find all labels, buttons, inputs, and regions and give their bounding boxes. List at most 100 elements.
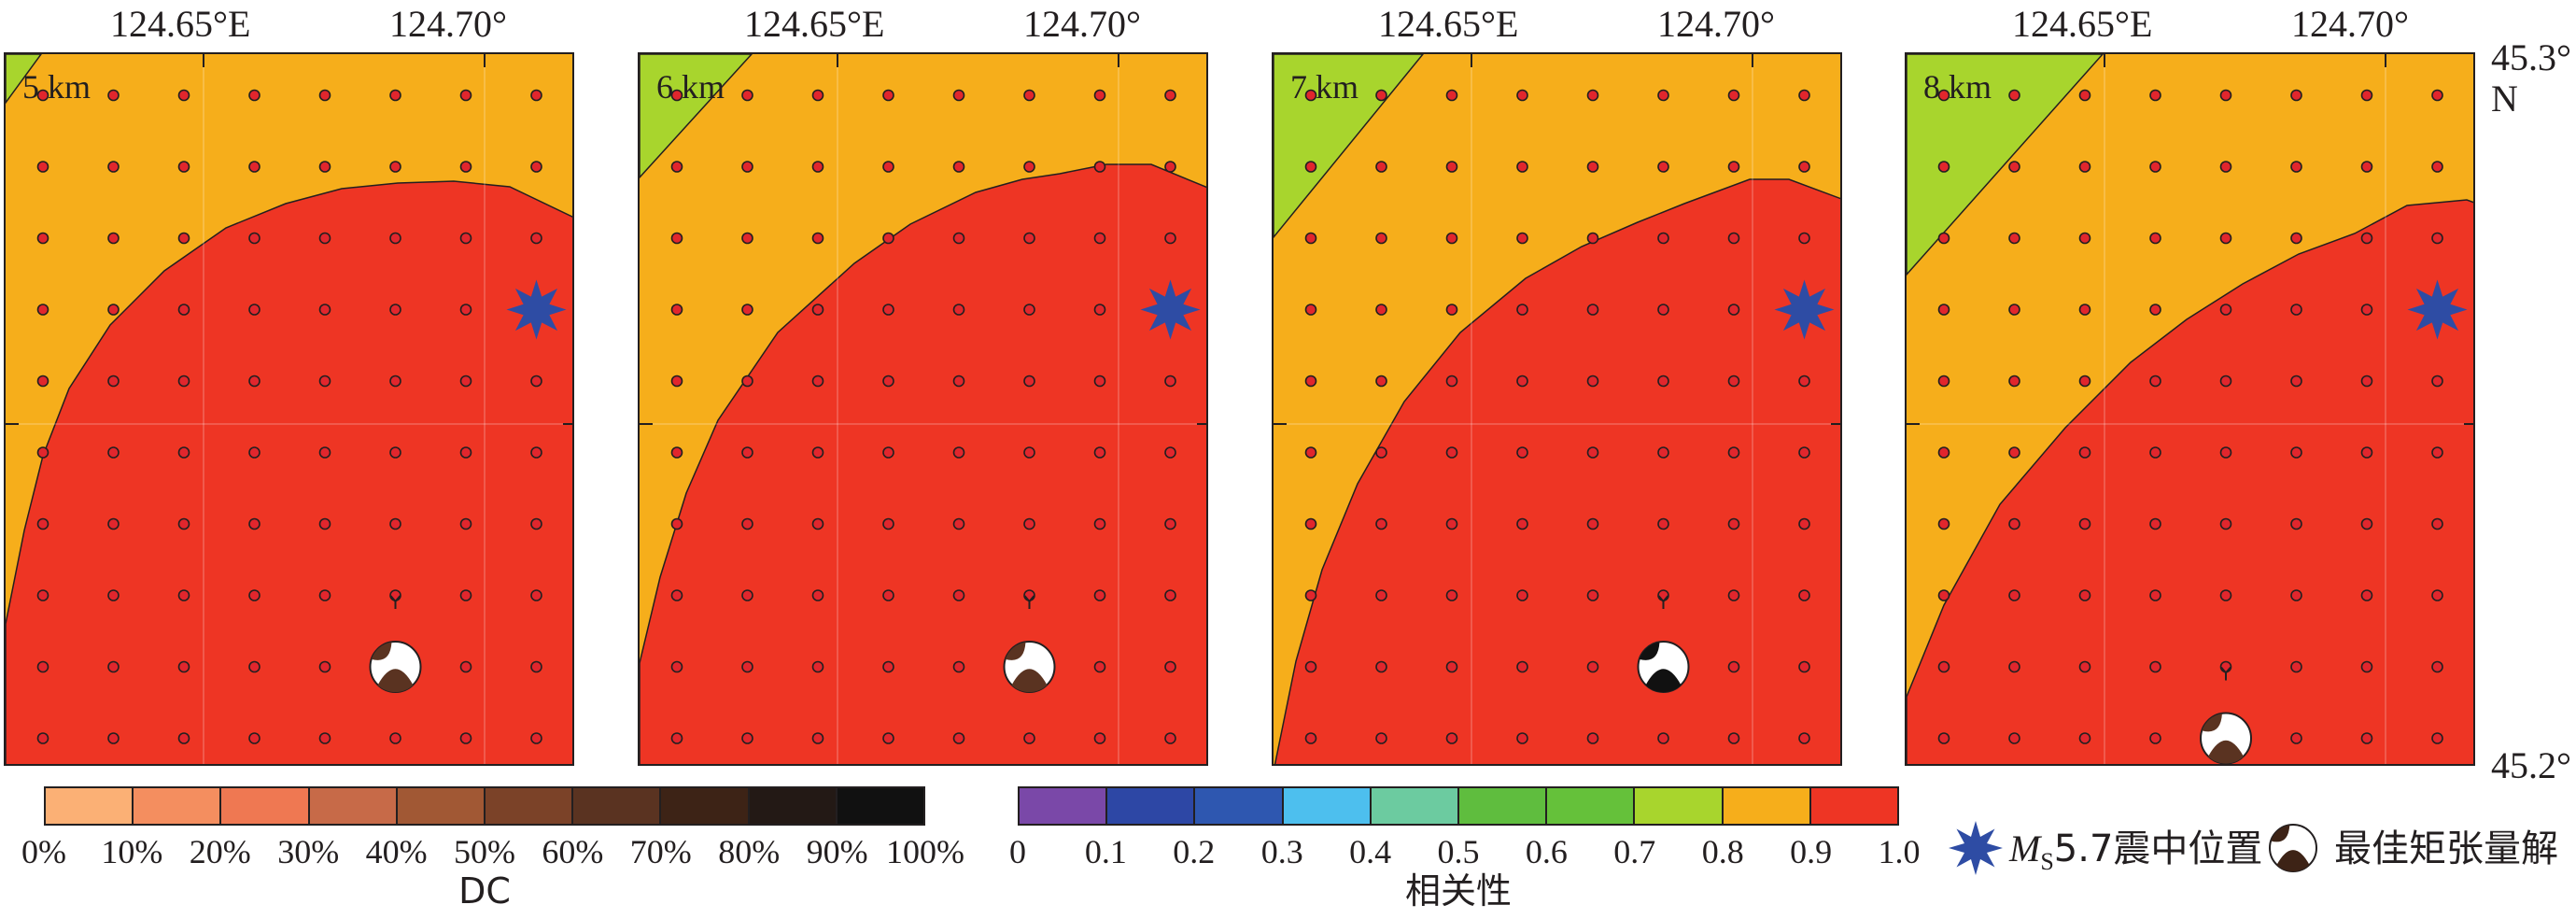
grid-point	[2078, 375, 2091, 388]
grid-point	[1445, 517, 1458, 530]
lon-tick: 124.70°	[1023, 3, 1141, 45]
grid-point	[2078, 89, 2091, 102]
grid-point	[530, 161, 542, 173]
grid-point	[1375, 517, 1387, 530]
grid-point	[389, 589, 401, 601]
grid-point	[459, 89, 472, 102]
grid-point	[2360, 660, 2373, 673]
depth-label: 8 km	[1923, 68, 1992, 106]
grid-point	[177, 732, 190, 744]
grid-point	[1093, 660, 1106, 673]
grid-point	[2149, 161, 2161, 173]
grid-point	[1445, 732, 1458, 744]
grid-point	[1093, 446, 1106, 459]
grid-point	[2360, 89, 2373, 102]
grid-point	[2078, 232, 2091, 245]
grid-point	[882, 375, 894, 388]
legend-magnitude-symbol: M	[2009, 827, 2041, 870]
grid-point	[882, 232, 894, 245]
grid-point	[530, 375, 542, 388]
grid-point	[318, 232, 331, 245]
grid-point	[1164, 589, 1176, 601]
colorbar-segment	[1810, 788, 1898, 824]
grid-point	[1657, 589, 1669, 601]
grid-point	[2149, 304, 2161, 316]
grid-point	[177, 89, 190, 102]
grid-point	[1727, 446, 1740, 459]
grid-point	[2219, 304, 2232, 316]
grid-point	[1375, 446, 1387, 459]
grid-point	[1304, 660, 1317, 673]
grid-point	[2078, 589, 2091, 601]
grid-point	[459, 375, 472, 388]
colorbar-segment	[1283, 788, 1372, 824]
grid-point	[1586, 89, 1599, 102]
grid-point	[177, 446, 190, 459]
grid-point	[882, 89, 894, 102]
grid-point	[1375, 660, 1387, 673]
grid-point	[1164, 446, 1176, 459]
grid-point	[177, 232, 190, 245]
grid-point	[741, 375, 753, 388]
grid-point	[2008, 660, 2020, 673]
grid-point	[389, 446, 401, 459]
depth-label: 5 km	[22, 68, 91, 106]
grid-point	[1304, 304, 1317, 316]
grid-point	[36, 232, 49, 245]
grid-point	[1727, 161, 1740, 173]
colorbar-tick-label: 100%	[886, 833, 964, 870]
best-solution-beachball-icon	[1003, 641, 1056, 693]
grid-point	[1023, 732, 1035, 744]
grid-point	[248, 161, 260, 173]
map-panel-5km: 5 km	[4, 52, 574, 766]
grid-point	[1375, 589, 1387, 601]
grid-point	[1164, 232, 1176, 245]
colorbar-tick-label: 10%	[101, 833, 163, 870]
grid-point	[1304, 732, 1317, 744]
grid-point	[107, 89, 120, 102]
grid-point	[318, 732, 331, 744]
grid-point	[882, 660, 894, 673]
grid-point	[1445, 232, 1458, 245]
grid-point	[1727, 732, 1740, 744]
dc-colorbar	[44, 786, 925, 826]
grid-point	[1586, 375, 1599, 388]
grid-point	[1657, 161, 1669, 173]
grid-point	[177, 375, 190, 388]
grid-point	[389, 89, 401, 102]
grid-point	[1657, 732, 1669, 744]
grid-point	[1798, 660, 1810, 673]
grid-point	[811, 89, 824, 102]
grid-point	[1657, 375, 1669, 388]
colorbar-tick-label: 0.5	[1437, 833, 1480, 870]
grid-point	[2290, 732, 2302, 744]
grid-point	[1445, 89, 1458, 102]
grid-point	[952, 517, 965, 530]
best-correlation-region	[1274, 178, 1840, 764]
legend-beachball-icon	[2269, 824, 2317, 872]
colorbar-segment	[309, 788, 398, 824]
grid-point	[1164, 89, 1176, 102]
grid-point	[2149, 446, 2161, 459]
grid-point	[2360, 304, 2373, 316]
grid-point	[2008, 304, 2020, 316]
legend-best-solution-label: 最佳矩张量解	[2334, 824, 2558, 874]
grid-point	[459, 517, 472, 530]
grid-point	[107, 161, 120, 173]
colorbar-tick-label: 90%	[806, 833, 868, 870]
grid-point	[670, 161, 683, 173]
grid-point	[2431, 660, 2443, 673]
grid-point	[811, 660, 824, 673]
grid-point	[1304, 517, 1317, 530]
grid-point	[36, 304, 49, 316]
grid-point	[2431, 732, 2443, 744]
grid-point	[107, 589, 120, 601]
colorbar-tick-label: 0.1	[1084, 833, 1127, 870]
lat-tick-top-suffix: N	[2491, 78, 2518, 120]
grid-point	[670, 732, 683, 744]
grid-point	[2290, 517, 2302, 530]
grid-point	[318, 517, 331, 530]
grid-point	[459, 232, 472, 245]
grid-point	[1093, 517, 1106, 530]
grid-point	[2008, 517, 2020, 530]
